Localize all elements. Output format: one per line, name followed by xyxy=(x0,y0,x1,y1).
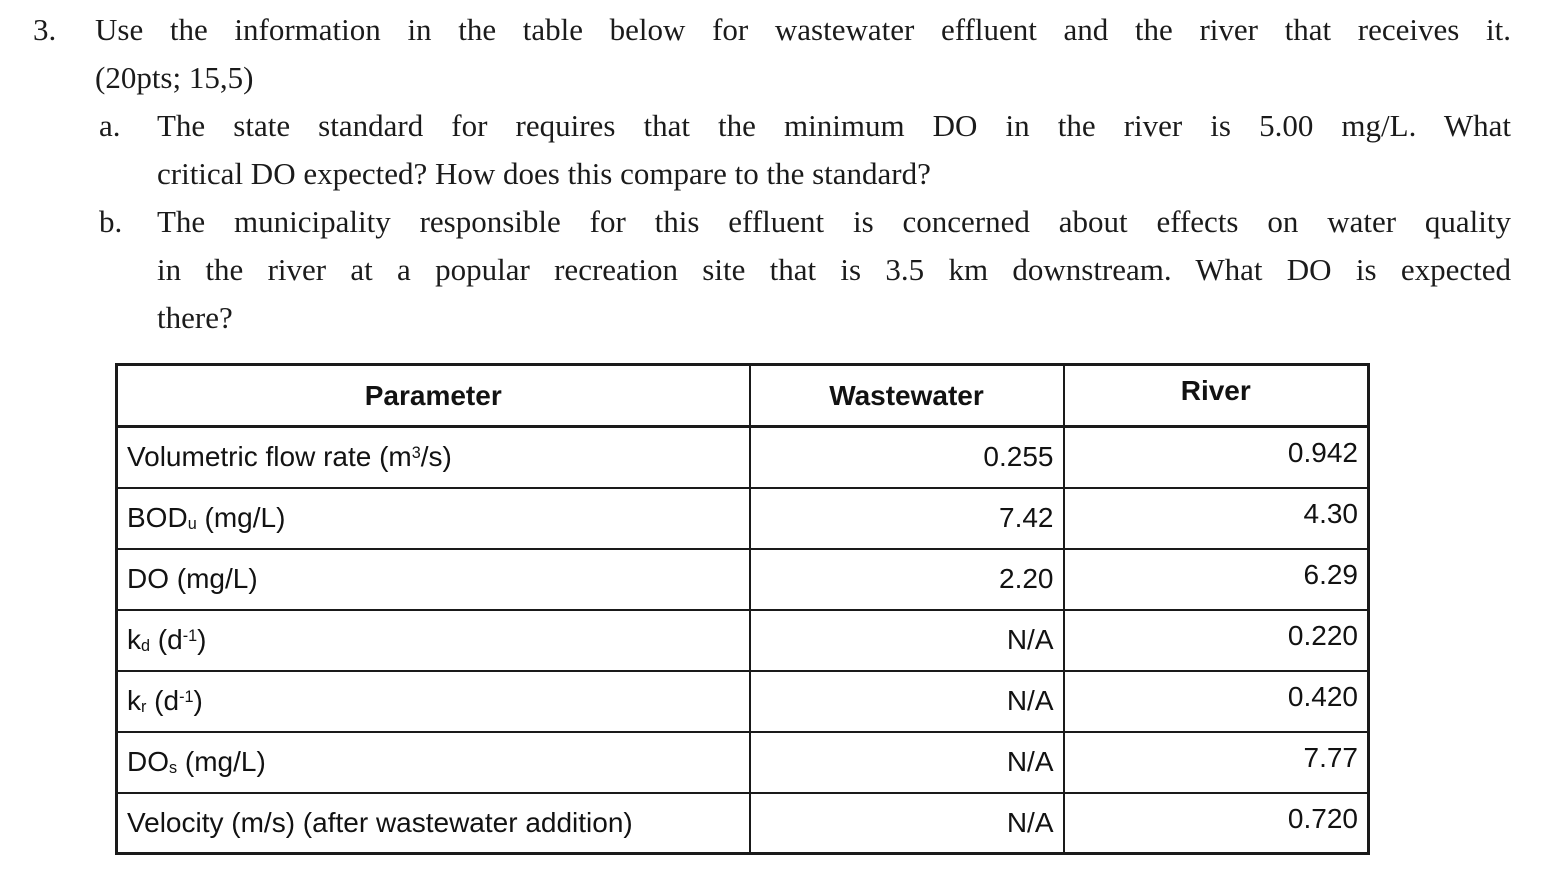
table-row: DOs (mg/L) N/A 7.77 xyxy=(115,730,1370,794)
superscript: -1 xyxy=(182,626,198,645)
item-b-marker: b. xyxy=(99,204,123,239)
wastewater-value: N/A xyxy=(748,730,1065,794)
table-row: Velocity (m/s) (after wastewater additio… xyxy=(115,791,1370,855)
problem-statement: 3. Use the information in the table belo… xyxy=(0,6,1511,342)
subscript: d xyxy=(141,637,151,656)
table-row: DO (mg/L) 2.20 6.29 xyxy=(115,547,1370,611)
problem-3a: a. The state standard for requires that … xyxy=(99,102,1511,198)
item-b-body: The municipality responsible for this ef… xyxy=(157,198,1511,342)
table-row: Volumetric flow rate (m3/s) 0.255 0.942 xyxy=(115,425,1370,489)
item-b-line-3: there? xyxy=(157,300,233,335)
item-a-line-1: The state standard for requires that the… xyxy=(157,108,1511,143)
superscript: -1 xyxy=(179,687,194,706)
wastewater-value: N/A xyxy=(748,791,1065,855)
item-a-marker: a. xyxy=(99,108,121,143)
wastewater-value: 7.42 xyxy=(748,486,1065,550)
item-b-line-1: The municipality responsible for this ef… xyxy=(157,204,1511,239)
problem-3b: b. The municipality responsible for this… xyxy=(99,198,1511,342)
parameter-cell: DOs (mg/L) xyxy=(115,730,751,794)
river-value: 6.29 xyxy=(1062,547,1370,611)
parameter-cell: DO (mg/L) xyxy=(115,547,751,611)
parameter-cell: Volumetric flow rate (m3/s) xyxy=(115,425,751,489)
river-value: 4.30 xyxy=(1062,486,1370,550)
problem-3: 3. Use the information in the table belo… xyxy=(33,6,1511,102)
river-value: 0.220 xyxy=(1062,608,1370,672)
table-row: kr (d-1) N/A 0.420 xyxy=(115,669,1370,733)
parameter-cell: BODu (mg/L) xyxy=(115,486,751,550)
parameter-cell: kr (d-1) xyxy=(115,669,751,733)
problem-points-line: (20pts; 15,5) xyxy=(95,60,254,95)
subscript: s xyxy=(169,759,178,778)
wastewater-value: 2.20 xyxy=(748,547,1065,611)
table-row: BODu (mg/L) 7.42 4.30 xyxy=(115,486,1370,550)
river-value: 7.77 xyxy=(1062,730,1370,794)
header-row: Parameter Wastewater River xyxy=(115,363,1370,428)
river-value: 0.720 xyxy=(1062,791,1370,855)
header-parameter: Parameter xyxy=(115,363,751,428)
subscript: u xyxy=(187,515,197,534)
header-river: River xyxy=(1062,363,1370,428)
superscript: 3 xyxy=(411,443,421,462)
wastewater-value: 0.255 xyxy=(748,425,1065,489)
table-header: Parameter Wastewater River xyxy=(115,363,1370,428)
parameter-cell: Velocity (m/s) (after wastewater additio… xyxy=(115,791,751,855)
item-a-body: The state standard for requires that the… xyxy=(157,102,1511,198)
problem-intro-line-1: Use the information in the table below f… xyxy=(95,12,1511,47)
table-row: kd (d-1) N/A 0.220 xyxy=(115,608,1370,672)
table-body: Volumetric flow rate (m3/s) 0.255 0.942 … xyxy=(115,425,1370,855)
parameter-cell: kd (d-1) xyxy=(115,608,751,672)
header-wastewater: Wastewater xyxy=(748,363,1065,428)
wastewater-value: N/A xyxy=(748,608,1065,672)
item-a-line-2: critical DO expected? How does this comp… xyxy=(157,156,931,191)
river-value: 0.942 xyxy=(1062,425,1370,489)
problem-3-body: Use the information in the table below f… xyxy=(95,6,1511,102)
wastewater-value: N/A xyxy=(748,669,1065,733)
parameters-table: Parameter Wastewater River Volumetric fl… xyxy=(115,363,1370,855)
item-b-line-2: in the river at a popular recreation sit… xyxy=(157,252,1511,287)
river-value: 0.420 xyxy=(1062,669,1370,733)
problem-number: 3. xyxy=(33,12,57,47)
subscript: r xyxy=(141,698,147,717)
